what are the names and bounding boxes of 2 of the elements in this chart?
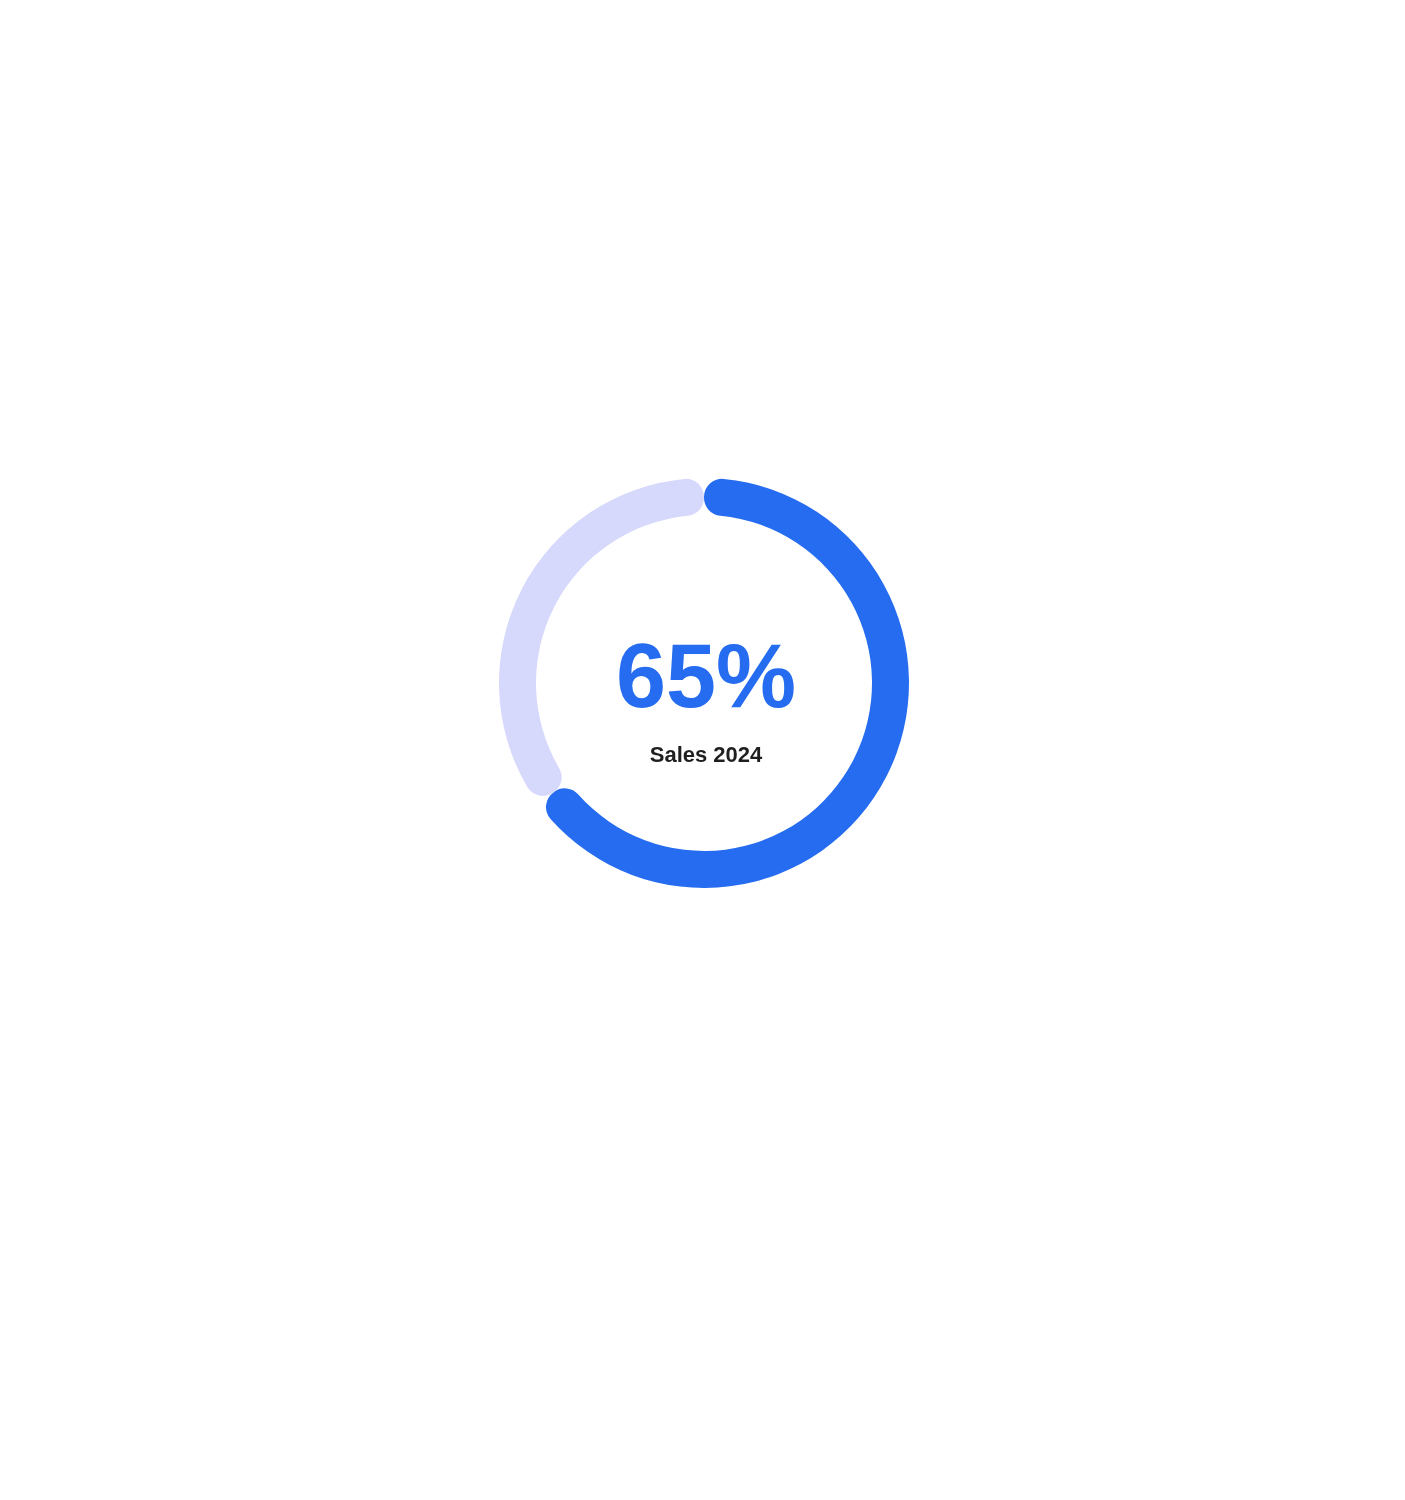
text: Sales 2024: [649, 742, 764, 767]
text: 65%: [615, 626, 797, 726]
